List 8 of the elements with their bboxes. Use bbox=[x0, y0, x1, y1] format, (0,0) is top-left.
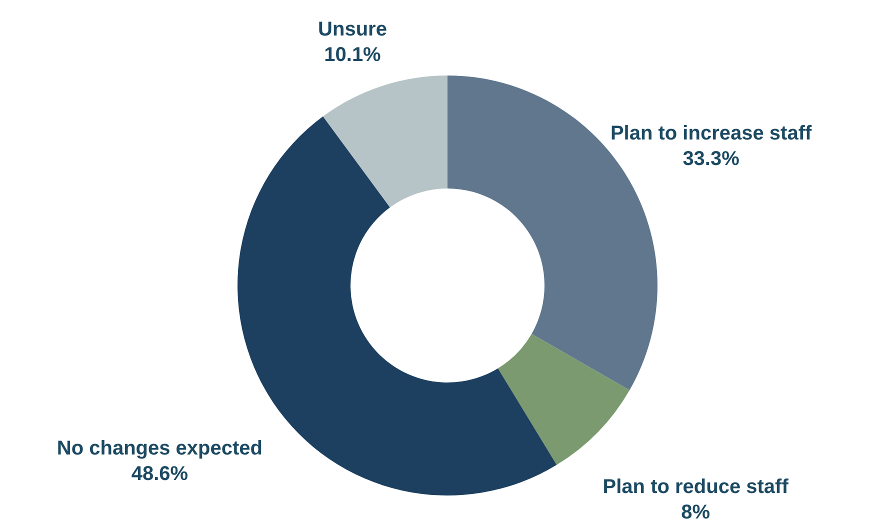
slice-label: Plan to reduce staff bbox=[602, 476, 789, 498]
data-label: 48.6% bbox=[131, 462, 188, 485]
slice-label: No changes expected bbox=[56, 438, 263, 460]
data-label: 33.3% bbox=[682, 148, 740, 170]
data-label: 8% bbox=[681, 501, 710, 521]
data-label: 10.1% bbox=[324, 44, 382, 66]
slice-label: Plan to increase staff bbox=[610, 122, 812, 144]
slice-label: Unsure bbox=[318, 18, 387, 41]
